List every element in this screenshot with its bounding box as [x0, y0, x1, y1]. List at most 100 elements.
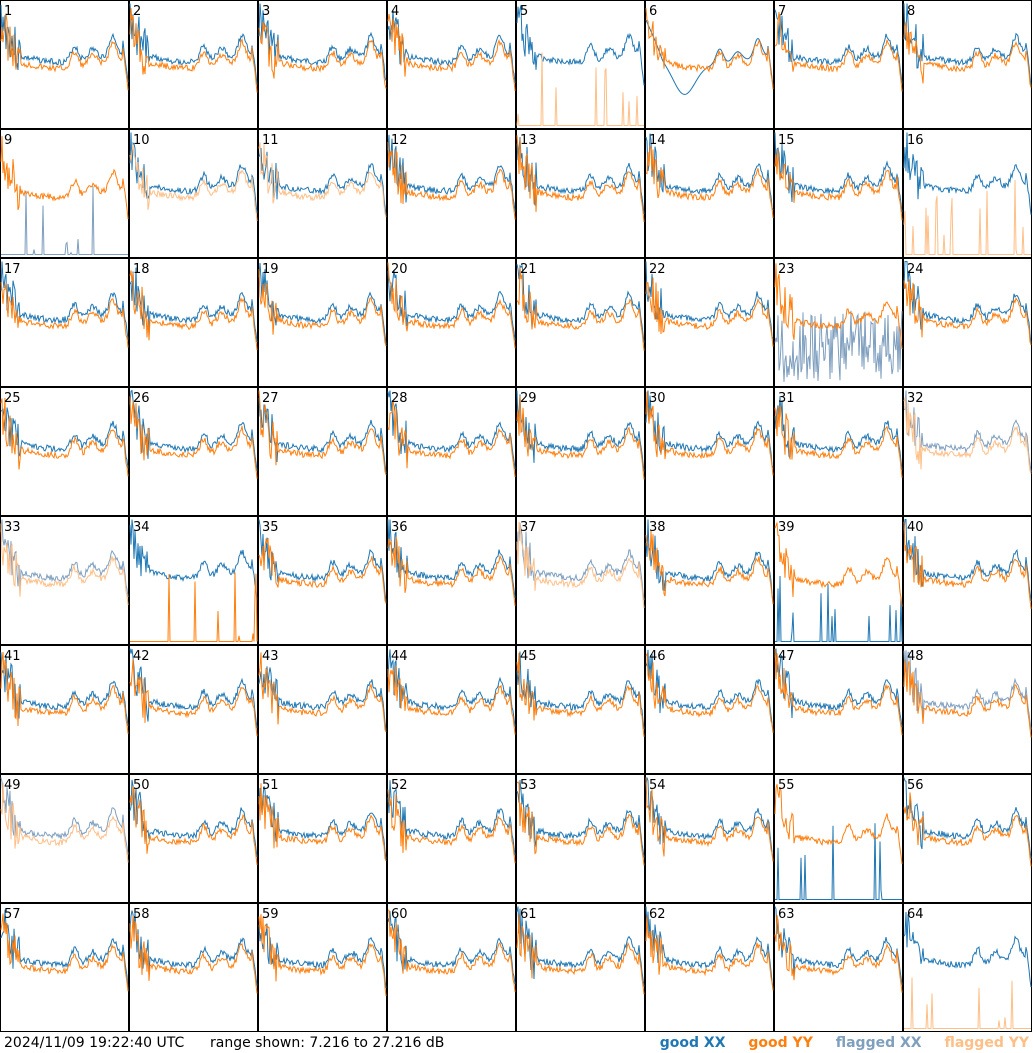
panel-38: 38	[645, 516, 774, 645]
panel-frame	[516, 774, 645, 903]
series-yy	[387, 400, 516, 478]
panel-43: 43	[258, 645, 387, 774]
panel-number: 15	[778, 133, 795, 148]
series-yy	[129, 144, 258, 222]
panel-frame	[0, 774, 129, 903]
series-xx	[774, 310, 903, 382]
series-yy	[645, 530, 774, 605]
panel-59: 59	[258, 903, 387, 1032]
series-xx	[775, 575, 903, 642]
panel-number: 53	[520, 778, 537, 793]
panel-11: 11	[258, 129, 387, 258]
panel-63: 63	[774, 903, 903, 1032]
panel-number: 37	[520, 520, 537, 535]
panel-30: 30	[645, 387, 774, 516]
series-xx	[645, 390, 774, 468]
series-yy	[516, 52, 644, 126]
panel-frame	[129, 258, 258, 387]
series-yy	[0, 282, 129, 348]
panel-16: 16	[903, 129, 1032, 258]
panel-frame	[645, 129, 774, 258]
panel-frame	[129, 129, 258, 258]
series-xx	[903, 132, 1032, 215]
panel-2: 2	[129, 0, 258, 129]
panel-number: 21	[520, 262, 537, 277]
panel-40: 40	[903, 516, 1032, 645]
panel-53: 53	[516, 774, 645, 903]
panel-frame	[387, 516, 516, 645]
panel-number: 12	[391, 133, 408, 148]
panel-33: 33	[0, 516, 129, 645]
series-yy	[774, 784, 903, 864]
panel-9: 9	[0, 129, 129, 258]
panel-26: 26	[129, 387, 258, 516]
panel-frame	[645, 258, 774, 387]
series-xx	[0, 777, 129, 855]
panel-frame	[903, 258, 1032, 387]
series-xx	[129, 389, 258, 471]
panel-20: 20	[387, 258, 516, 387]
series-yy	[774, 405, 903, 478]
panel-number: 9	[4, 133, 12, 148]
series-yy	[129, 270, 258, 351]
series-xx	[516, 5, 645, 86]
series-xx	[258, 397, 387, 474]
panel-frame	[645, 903, 774, 1032]
series-xx	[129, 267, 258, 343]
panel-58: 58	[129, 903, 258, 1032]
series-yy	[387, 665, 516, 735]
panel-number: 42	[133, 649, 150, 664]
panel-number: 56	[907, 778, 924, 793]
series-yy	[645, 277, 774, 347]
panel-number: 49	[4, 778, 21, 793]
series-xx	[774, 9, 903, 84]
series-yy	[0, 782, 129, 863]
panel-52: 52	[387, 774, 516, 903]
panel-number: 51	[262, 778, 279, 793]
panel-47: 47	[774, 645, 903, 774]
panel-frame	[774, 0, 903, 129]
series-xx	[387, 649, 516, 727]
panel-frame	[129, 903, 258, 1032]
panel-number: 57	[4, 907, 21, 922]
series-xx	[645, 777, 774, 861]
panel-frame	[903, 774, 1032, 903]
series-yy	[129, 396, 258, 479]
legend-flagged-yy: flagged YY	[944, 1035, 1029, 1051]
timestamp: 2024/11/09 19:22:40 UTC	[4, 1035, 185, 1051]
panel-number: 10	[133, 133, 150, 148]
panel-number: 48	[907, 649, 924, 664]
panel-35: 35	[258, 516, 387, 645]
series-xx	[903, 777, 1032, 859]
panel-number: 32	[907, 391, 924, 406]
panel-frame	[903, 903, 1032, 1032]
panel-5: 5	[516, 0, 645, 129]
legend-good-yy: good YY	[748, 1035, 813, 1051]
panel-frame	[387, 0, 516, 129]
series-yy	[129, 915, 258, 994]
panel-41: 41	[0, 645, 129, 774]
panel-frame	[774, 387, 903, 516]
panel-number: 62	[649, 907, 666, 922]
panel-frame	[258, 0, 387, 129]
panel-frame	[903, 516, 1032, 645]
series-xx	[258, 519, 387, 602]
panel-46: 46	[645, 645, 774, 774]
panel-60: 60	[387, 903, 516, 1032]
panel-25: 25	[0, 387, 129, 516]
panel-12: 12	[387, 129, 516, 258]
panel-frame	[387, 387, 516, 516]
series-yy	[904, 977, 1031, 1029]
panel-number: 4	[391, 4, 399, 19]
panel-31: 31	[774, 387, 903, 516]
panel-number: 16	[907, 133, 924, 148]
series-xx	[0, 519, 129, 598]
series-xx	[903, 3, 1032, 87]
series-yy	[387, 262, 516, 349]
panel-number: 64	[907, 907, 924, 922]
panel-number: 3	[262, 4, 270, 19]
series-xx	[258, 262, 387, 345]
panel-number: 55	[778, 778, 795, 793]
series-yy	[903, 279, 1032, 346]
